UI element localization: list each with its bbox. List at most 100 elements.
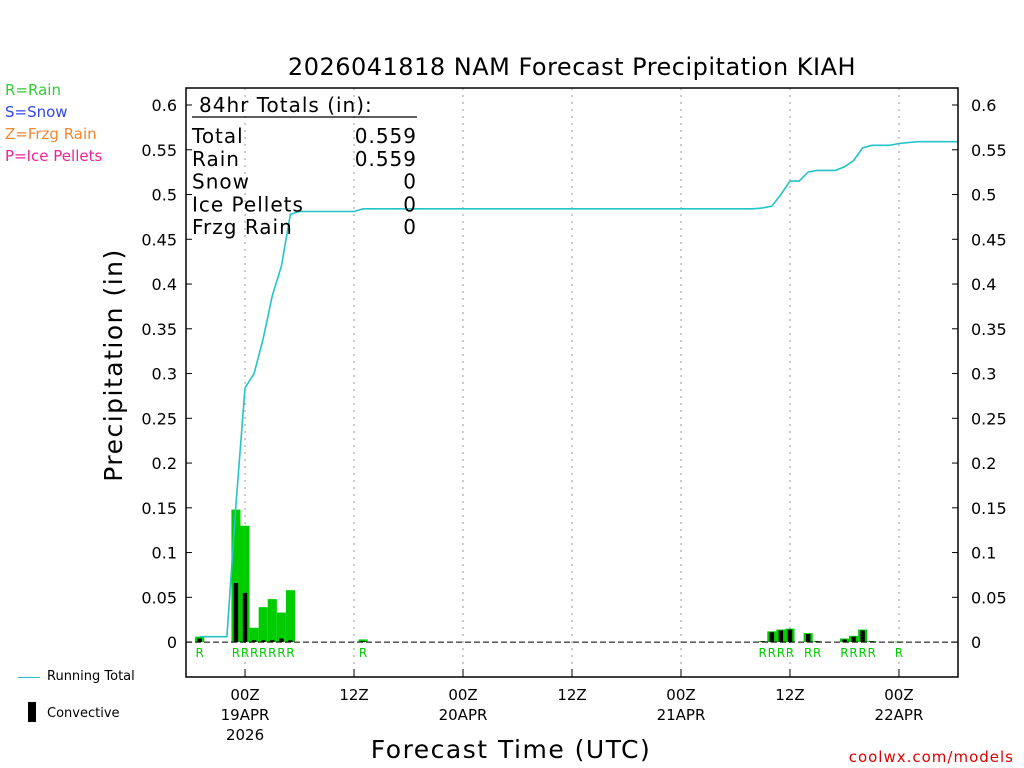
totals-row-value: 0 <box>403 215 417 239</box>
x-tick-date: 20APR <box>439 706 488 724</box>
precip-type-label: R <box>768 646 776 660</box>
convective-bar <box>805 634 811 643</box>
totals-row-label: Snow <box>192 170 250 194</box>
x-tick-label: 00Z <box>448 686 477 704</box>
convective-bar <box>270 640 275 643</box>
precip-type-legend: R=Rain S=Snow Z=Frzg Rain P=Ice Pellets <box>5 79 102 167</box>
y-tick-label-left: 0.3 <box>152 365 177 384</box>
convective-bar <box>860 630 865 643</box>
convective-bar <box>233 583 239 643</box>
x-tick-label: 00Z <box>230 686 259 704</box>
y-axis-title: Precipitation (in) <box>99 248 128 482</box>
y-tick-label-right: 0.45 <box>971 230 1007 249</box>
x-tick-label: 00Z <box>884 686 913 704</box>
totals-row-value: 0.559 <box>355 147 417 171</box>
convective-bar <box>242 592 248 643</box>
precip-bar <box>285 590 295 643</box>
precip-bar <box>258 607 268 643</box>
legend-rain: R=Rain <box>5 81 61 99</box>
grid-lines <box>244 88 900 677</box>
precip-bar <box>249 627 259 643</box>
y-tick-label-left: 0.6 <box>152 96 177 115</box>
convective-bar <box>778 630 784 643</box>
x-tick-label: 12Z <box>775 686 804 704</box>
x-tick-label: 12Z <box>557 686 586 704</box>
convective-bar <box>787 629 793 643</box>
precip-type-label: R <box>868 646 876 660</box>
precip-type-label: R <box>813 646 821 660</box>
legend-frzg-rain: Z=Frzg Rain <box>5 125 97 143</box>
totals-row-value: 0 <box>403 170 417 194</box>
x-tick-label: 12Z <box>339 686 368 704</box>
y-tick-label-right: 0.4 <box>971 275 996 294</box>
totals-row-value: 0 <box>403 192 417 216</box>
precip-type-label: R <box>759 646 767 660</box>
convective-bar <box>261 640 266 643</box>
precip-type-label: R <box>259 646 267 660</box>
convective-legend: Convective <box>18 702 158 724</box>
convective-label: Convective <box>47 706 120 721</box>
running-total-line-group <box>199 140 958 638</box>
totals-row-label: Rain <box>192 147 240 171</box>
x-tick-date: 21APR <box>657 706 706 724</box>
y-axis-left: 0 0.05 0.1 0.15 0.2 0.25 0.3 0.35 0.4 0.45 0.5 0.55… <box>141 96 192 652</box>
convective-bar <box>197 638 202 643</box>
precip-type-label: R <box>277 646 285 660</box>
y-tick-label-right: 0.15 <box>971 499 1007 518</box>
precip-type-label: R <box>858 646 866 660</box>
y-tick-label-left: 0.55 <box>141 141 177 160</box>
totals-row-label: Total <box>191 124 244 148</box>
x-tick-label: 00Z <box>666 686 695 704</box>
y-tick-label-right: 0.6 <box>971 96 996 115</box>
running-total-line <box>199 140 958 638</box>
precip-type-label: R <box>195 646 203 660</box>
totals-header: 84hr Totals (in): <box>199 93 373 117</box>
precip-type-label: R <box>840 646 848 660</box>
precip-type-label: R <box>286 646 294 660</box>
y-tick-label-right: 0 <box>971 633 981 652</box>
running-total-swatch <box>18 677 40 678</box>
precip-type-label: R <box>849 646 857 660</box>
y-tick-label-right: 0.55 <box>971 141 1007 160</box>
convective-bar <box>842 639 847 643</box>
bars <box>195 509 904 643</box>
chart-title: 2026041818 NAM Forecast Precipitation KI… <box>288 53 856 81</box>
y-tick-label-right: 0.35 <box>971 320 1007 339</box>
y-tick-label-left: 0.5 <box>152 186 177 205</box>
y-tick-label-left: 0.35 <box>141 320 177 339</box>
totals-row-label: Ice Pellets <box>192 192 304 216</box>
x-tick-date: 19APR <box>221 706 270 724</box>
y-tick-label-left: 0.25 <box>141 409 177 428</box>
convective-bar <box>360 641 366 643</box>
credit-text: coolwx.com/models <box>849 748 1014 766</box>
totals-row-label: Frzg Rain <box>192 215 293 239</box>
y-tick-label-left: 0.4 <box>152 275 177 294</box>
y-tick-label-right: 0.3 <box>971 365 996 384</box>
y-tick-label-left: 0.1 <box>152 544 177 563</box>
totals-box: 84hr Totals (in): Total 0.559 Rain 0.559 Sno… <box>191 93 417 239</box>
precip-type-label: R <box>777 646 785 660</box>
precip-bar <box>358 639 368 643</box>
precip-bar <box>240 525 250 643</box>
running-total-label: Running Total <box>47 669 135 684</box>
legend-snow: S=Snow <box>5 103 68 121</box>
x-tick-year: 2026 <box>226 726 264 744</box>
precip-bar <box>267 599 277 643</box>
y-tick-label-left: 0.05 <box>141 588 177 607</box>
y-tick-label-right: 0.05 <box>971 588 1007 607</box>
running-total-legend: Running Total <box>18 669 158 687</box>
precip-type-label: R <box>268 646 276 660</box>
legend-ice-pellets: P=Ice Pellets <box>5 147 103 165</box>
convective-bar <box>288 640 293 643</box>
y-tick-label-right: 0.5 <box>971 186 996 205</box>
convective-bar <box>279 638 284 643</box>
y-tick-label-right: 0.25 <box>971 409 1007 428</box>
x-tick-date: 22APR <box>875 706 924 724</box>
x-axis: 00Z 19APR 2026 12Z 00Z 20APR 12Z 00Z 21APR 12Z 00Z… <box>221 669 924 744</box>
convective-bar <box>851 636 856 643</box>
precip-type-label: R <box>359 646 367 660</box>
precip-type-label: R <box>804 646 812 660</box>
precip-bar <box>276 612 286 643</box>
